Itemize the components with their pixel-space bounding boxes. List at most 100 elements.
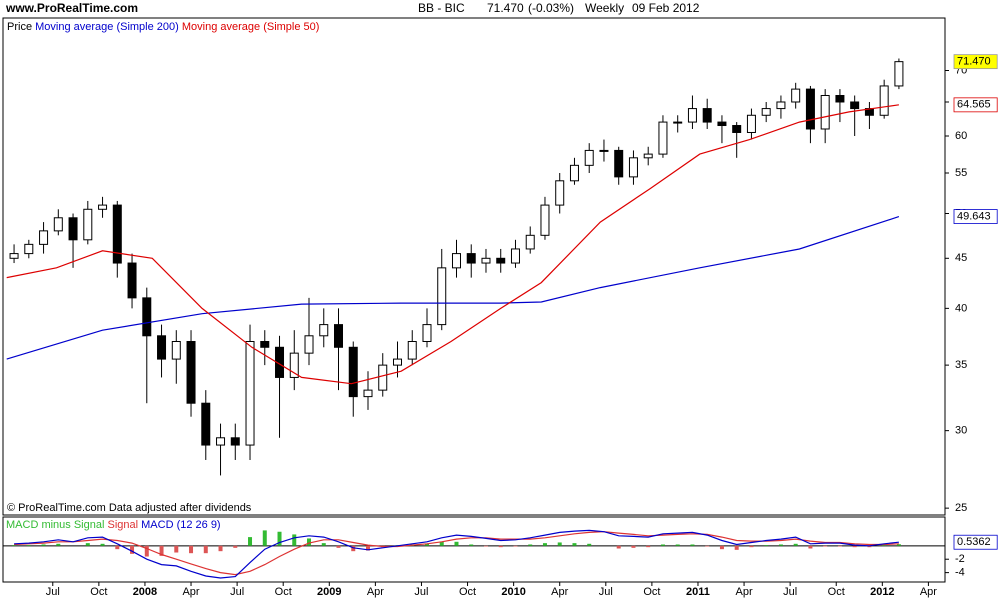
- histogram-bar: [793, 543, 798, 546]
- candle-body: [245, 341, 255, 446]
- y-tick-label: -4: [955, 567, 965, 579]
- histogram-bar: [882, 545, 887, 546]
- x-tick-label: Jul: [414, 586, 428, 598]
- histogram-bar: [734, 545, 739, 550]
- candle-body: [83, 208, 93, 241]
- x-tick-label: Jul: [783, 586, 797, 598]
- candle-body: [687, 108, 697, 123]
- candle-body: [599, 149, 609, 152]
- site-name: www.ProRealTime.com: [5, 1, 138, 15]
- price-panel: [2, 17, 946, 516]
- candle-body: [127, 262, 137, 299]
- change: (-0.03%): [528, 1, 574, 15]
- candle-body: [334, 324, 344, 348]
- y-tick-label: -2: [955, 553, 965, 565]
- candle-body: [319, 324, 329, 337]
- candle-body: [746, 114, 756, 133]
- candle-body: [407, 341, 417, 360]
- histogram-bar: [469, 544, 474, 546]
- candle-body: [422, 324, 432, 343]
- candle-body: [260, 341, 270, 348]
- candle-body: [717, 121, 727, 127]
- candle-body: [850, 101, 860, 110]
- candle-body: [702, 108, 712, 123]
- histogram-bar: [336, 545, 341, 548]
- last-value-label: 0.5362: [957, 536, 991, 548]
- y-tick-label: 35: [955, 359, 967, 371]
- x-tick-label: 2010: [501, 586, 525, 598]
- x-tick-label: 2012: [870, 586, 894, 598]
- y-tick-label: 60: [955, 130, 967, 142]
- candle-body: [39, 230, 49, 245]
- candle-body: [776, 101, 786, 110]
- last-value-label: 49.643: [957, 210, 991, 222]
- date: 09 Feb 2012: [632, 1, 700, 15]
- histogram-bar: [292, 534, 297, 546]
- candle-body: [437, 267, 447, 326]
- candle-body: [658, 121, 668, 155]
- y-tick-label: 55: [955, 167, 967, 179]
- y-tick-label: 45: [955, 252, 967, 264]
- histogram-bar: [631, 545, 636, 548]
- legend: MACD minus Signal Signal MACD (12 26 9): [6, 519, 221, 531]
- histogram-bar: [778, 544, 783, 546]
- histogram-bar: [572, 543, 577, 546]
- x-tick-label: Oct: [828, 586, 845, 598]
- candle-body: [614, 149, 624, 178]
- last-value-box: [953, 209, 998, 224]
- histogram-bar: [660, 544, 665, 546]
- histogram-bar: [705, 545, 710, 547]
- histogram-bar: [823, 545, 828, 547]
- legend-entry: MACD (12 26 9): [141, 519, 220, 531]
- x-tick-label: 2008: [133, 586, 157, 598]
- candle-body: [53, 217, 63, 232]
- legend-entry: Moving average (Simple 50): [182, 21, 320, 33]
- candle-body: [555, 180, 565, 206]
- histogram-bar: [646, 545, 651, 548]
- histogram-bar: [852, 545, 857, 548]
- candle-body: [216, 437, 226, 446]
- histogram-bar: [557, 542, 562, 546]
- histogram-bar: [262, 530, 267, 546]
- x-tick-label: Jul: [230, 586, 244, 598]
- candle-body: [98, 204, 108, 210]
- indicator-line: [6, 104, 899, 385]
- histogram-bar: [837, 545, 842, 547]
- candle-body: [525, 234, 535, 250]
- histogram-bar: [896, 544, 901, 546]
- indicator-line: [14, 531, 899, 576]
- histogram-bar: [542, 543, 547, 546]
- histogram-bar: [675, 544, 680, 546]
- histogram-bar: [100, 543, 105, 546]
- candle-body: [628, 157, 638, 178]
- candle-body: [230, 437, 240, 446]
- last-value-box: [953, 534, 998, 550]
- y-tick-label: 30: [955, 425, 967, 437]
- histogram-bar: [764, 545, 769, 546]
- candle-body: [363, 389, 373, 398]
- last-value-box: [953, 54, 998, 70]
- x-tick-label: Apr: [920, 586, 937, 598]
- last-value-label: 64.565: [957, 99, 991, 111]
- candle-body: [304, 335, 314, 354]
- histogram-bar: [174, 545, 179, 553]
- histogram-bar: [454, 541, 459, 546]
- candle-body: [732, 125, 742, 133]
- histogram-bar: [424, 543, 429, 546]
- candle-body: [68, 217, 78, 241]
- last-value-label: 71.470: [957, 56, 991, 68]
- histogram-bar: [203, 545, 208, 554]
- histogram-bar: [189, 545, 194, 554]
- histogram-bar: [248, 537, 253, 546]
- histogram-bar: [307, 538, 312, 546]
- histogram-bar: [513, 545, 518, 547]
- last-price: 71.470: [487, 1, 524, 15]
- histogram-bar: [85, 543, 90, 546]
- candle-body: [879, 85, 889, 116]
- candle-body: [673, 121, 683, 124]
- indicator-line: [14, 529, 899, 579]
- histogram-bar: [587, 543, 592, 546]
- candle-body: [510, 248, 520, 264]
- candle-body: [348, 346, 358, 398]
